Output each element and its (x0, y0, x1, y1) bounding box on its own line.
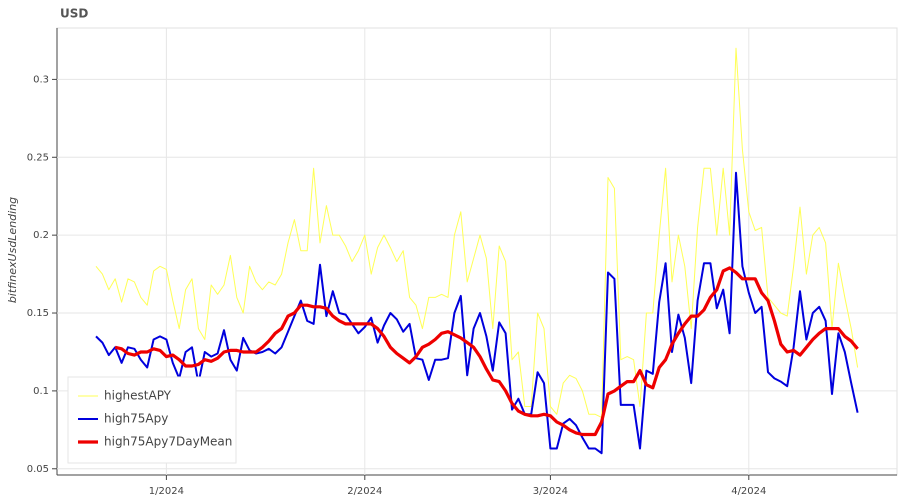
x-tick-label: 2/2024 (347, 486, 382, 497)
lines (95, 47, 859, 455)
legend-label: high75Apy7DayMean (104, 435, 232, 449)
chart-title: USD (60, 7, 88, 21)
y-tick-label: 0.2 (33, 230, 49, 241)
y-tick-label: 0.1 (33, 386, 49, 397)
legend-label: highestAPY (104, 389, 172, 403)
y-tick-label: 0.3 (33, 74, 49, 85)
grid: 0.05 0.1 0.15 0.2 0.25 0.3 1/2024 2/2024 3/2024 4… (27, 28, 897, 497)
series-line (95, 171, 859, 455)
x-tick-label: 4/2024 (731, 486, 766, 497)
y-axis-label: bitfinexUsdLending (6, 197, 19, 303)
y-tick-label: 0.25 (27, 152, 49, 163)
y-tick-label: 0.15 (27, 308, 49, 319)
x-tick-label: 3/2024 (533, 486, 568, 497)
series-line (95, 47, 859, 418)
y-tick-label: 0.05 (27, 464, 49, 475)
legend-label: high75Apy (104, 412, 168, 426)
series-line (114, 266, 859, 437)
legend: highestAPY high75Apy high75Apy7DayMean (67, 376, 237, 464)
x-tick-label: 1/2024 (149, 486, 184, 497)
